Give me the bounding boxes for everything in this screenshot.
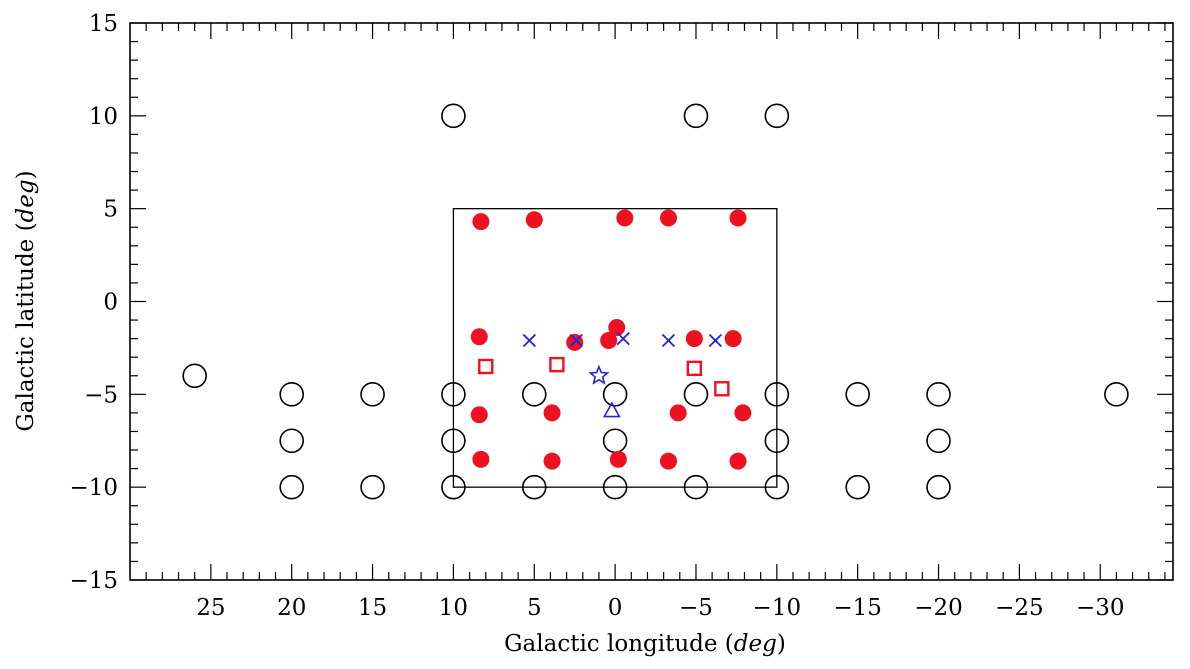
x-tick-label: −30 — [1076, 595, 1125, 621]
field-marker-open-circle — [683, 474, 709, 500]
x-axis-label: Galactic longitude — [504, 631, 717, 657]
field-marker-filled-circle — [470, 406, 488, 424]
x-tick-label: 15 — [358, 595, 387, 621]
field-marker-open-triangle — [603, 401, 621, 418]
x-tick-labels: 25 20 15 10 5 0 −5 −10 −15 −20 −25 −30 — [196, 595, 1124, 621]
region-box — [452, 208, 778, 488]
field-marker-cross — [708, 333, 723, 348]
field-marker-filled-circle — [685, 330, 703, 348]
field-marker-open-circle — [845, 474, 870, 500]
field-marker-open-star — [588, 364, 610, 385]
data-markers — [182, 103, 1129, 500]
field-marker-open-square — [714, 381, 730, 397]
x-tick-label: 20 — [277, 595, 306, 621]
field-marker-open-circle — [360, 474, 385, 500]
field-marker-open-circle — [182, 363, 207, 389]
field-marker-open-circle — [926, 474, 951, 500]
field-marker-filled-circle — [470, 328, 488, 346]
field-marker-filled-circle — [600, 331, 618, 349]
x-tick-label: −10 — [753, 595, 802, 621]
field-marker-open-circle — [683, 103, 709, 129]
field-marker-filled-circle — [472, 213, 490, 231]
field-marker-filled-circle — [608, 318, 626, 336]
field-marker-open-circle — [602, 428, 628, 454]
y-axis-title: Galactic latitude (deg) — [13, 170, 39, 431]
x-axis-title: Galactic longitude (deg) — [504, 631, 786, 657]
field-marker-open-circle — [279, 428, 305, 454]
field-marker-open-circle — [279, 382, 305, 407]
y-tick-label: 10 — [89, 104, 118, 130]
y-tick-label: −15 — [69, 568, 118, 594]
field-marker-filled-circle — [669, 404, 687, 422]
field-marker-filled-circle — [659, 452, 677, 470]
x-tick-label: −5 — [679, 595, 713, 621]
field-marker-filled-circle — [729, 209, 747, 227]
field-marker-open-square — [478, 358, 494, 375]
field-marker-open-square — [549, 356, 565, 373]
field-marker-open-circle — [602, 382, 628, 407]
field-marker-open-circle — [441, 382, 466, 407]
x-tick-label: 0 — [608, 595, 623, 621]
field-marker-open-circle — [764, 474, 790, 500]
field-marker-open-circle — [683, 382, 709, 407]
field-marker-filled-circle — [472, 450, 490, 468]
y-tick-label: 15 — [89, 11, 118, 37]
field-marker-filled-circle — [609, 450, 627, 468]
x-tick-label: −15 — [833, 595, 882, 621]
plot-frame — [129, 22, 1174, 581]
x-tick-label: 5 — [527, 595, 542, 621]
x-tick-label: 25 — [196, 595, 225, 621]
field-marker-open-circle — [764, 382, 790, 407]
field-marker-open-circle — [1104, 382, 1129, 407]
field-marker-filled-circle — [616, 209, 634, 227]
field-marker-open-circle — [441, 103, 466, 129]
y-axis-label: Galactic latitude — [13, 239, 39, 432]
field-marker-open-circle — [602, 474, 628, 500]
y-tick-labels: −15 −10 −5 0 5 10 15 — [69, 11, 118, 594]
field-marker-filled-circle — [729, 452, 747, 470]
y-tick-label: 0 — [103, 290, 118, 316]
field-marker-open-circle — [845, 382, 870, 407]
field-marker-open-circle — [764, 428, 790, 454]
field-marker-open-circle — [926, 428, 951, 454]
x-tick-label: −25 — [995, 595, 1044, 621]
y-tick-label: −10 — [69, 475, 118, 501]
field-marker-open-circle — [279, 474, 305, 500]
y-tick-label: −5 — [84, 382, 118, 408]
y-axis-unit: deg — [13, 179, 39, 222]
field-marker-open-square — [686, 360, 703, 377]
axis-ticks — [130, 22, 1173, 581]
field-marker-open-circle — [441, 428, 466, 454]
field-marker-filled-circle — [543, 452, 561, 470]
field-marker-filled-circle — [543, 404, 561, 422]
x-axis-unit: deg — [734, 631, 777, 657]
field-marker-open-circle — [360, 382, 385, 407]
field-marker-cross — [522, 333, 537, 348]
field-marker-filled-circle — [659, 209, 677, 227]
x-tick-label: −20 — [914, 595, 963, 621]
field-marker-open-circle — [521, 474, 547, 500]
field-marker-cross — [661, 333, 676, 348]
field-marker-cross — [616, 331, 630, 346]
x-tick-label: 10 — [439, 595, 468, 621]
field-marker-open-circle — [926, 382, 951, 407]
field-marker-open-circle — [441, 474, 466, 500]
field-marker-filled-circle — [525, 211, 543, 229]
field-marker-open-circle — [521, 382, 547, 407]
field-marker-cross — [569, 333, 583, 348]
field-marker-filled-circle — [724, 330, 742, 348]
field-marker-filled-circle — [734, 404, 752, 422]
y-tick-label: 5 — [103, 197, 118, 223]
field-marker-open-circle — [764, 103, 790, 129]
